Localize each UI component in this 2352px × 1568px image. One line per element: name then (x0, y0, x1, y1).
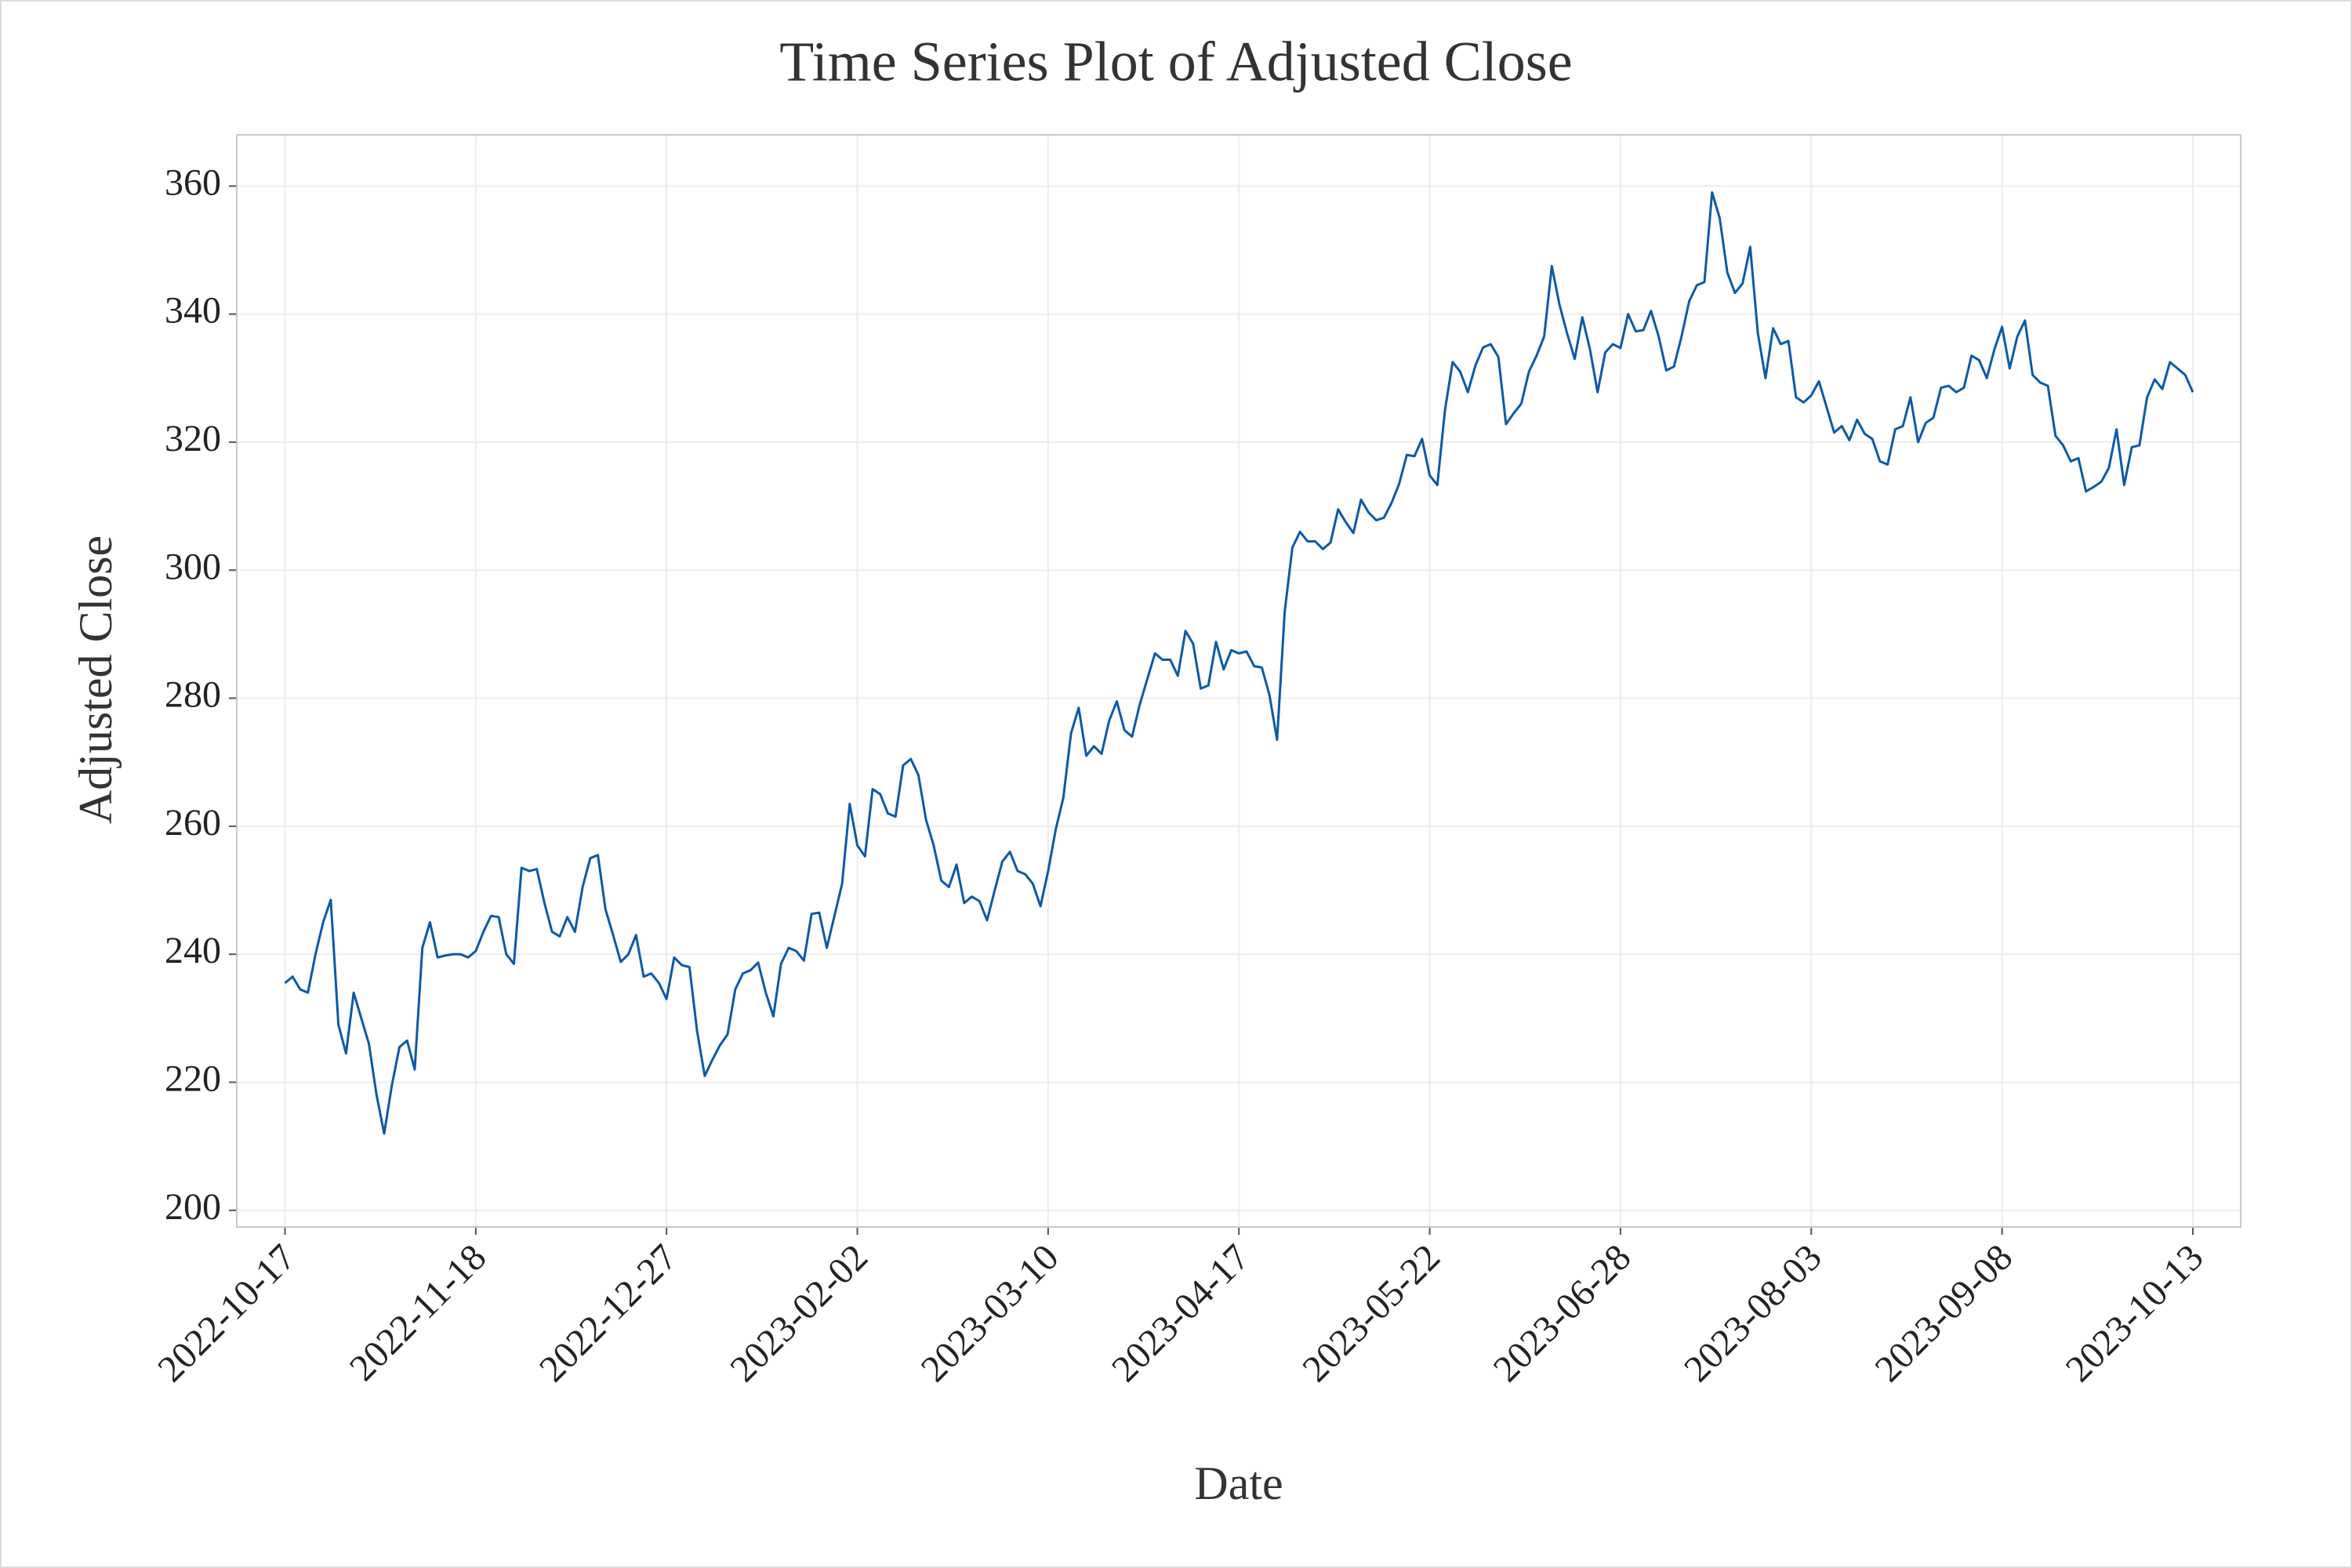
y-tick-label: 280 (165, 674, 221, 716)
y-tick-label: 340 (165, 290, 221, 332)
y-tick-label: 360 (165, 162, 221, 203)
y-tick-label: 260 (165, 802, 221, 844)
y-axis-title: Adjusted Close (70, 535, 122, 824)
x-axis-title: Date (1194, 1457, 1283, 1509)
plot-border (236, 134, 2241, 1228)
y-tick-label: 300 (165, 546, 221, 587)
y-tick-label: 200 (165, 1186, 221, 1228)
chart-title: Time Series Plot of Adjusted Close (779, 31, 1572, 93)
grid (237, 135, 2241, 1227)
y-tick-label: 240 (165, 930, 221, 971)
y-tick-label: 220 (165, 1058, 221, 1099)
data-line (284, 191, 2194, 1135)
y-tick-label: 320 (165, 418, 221, 459)
